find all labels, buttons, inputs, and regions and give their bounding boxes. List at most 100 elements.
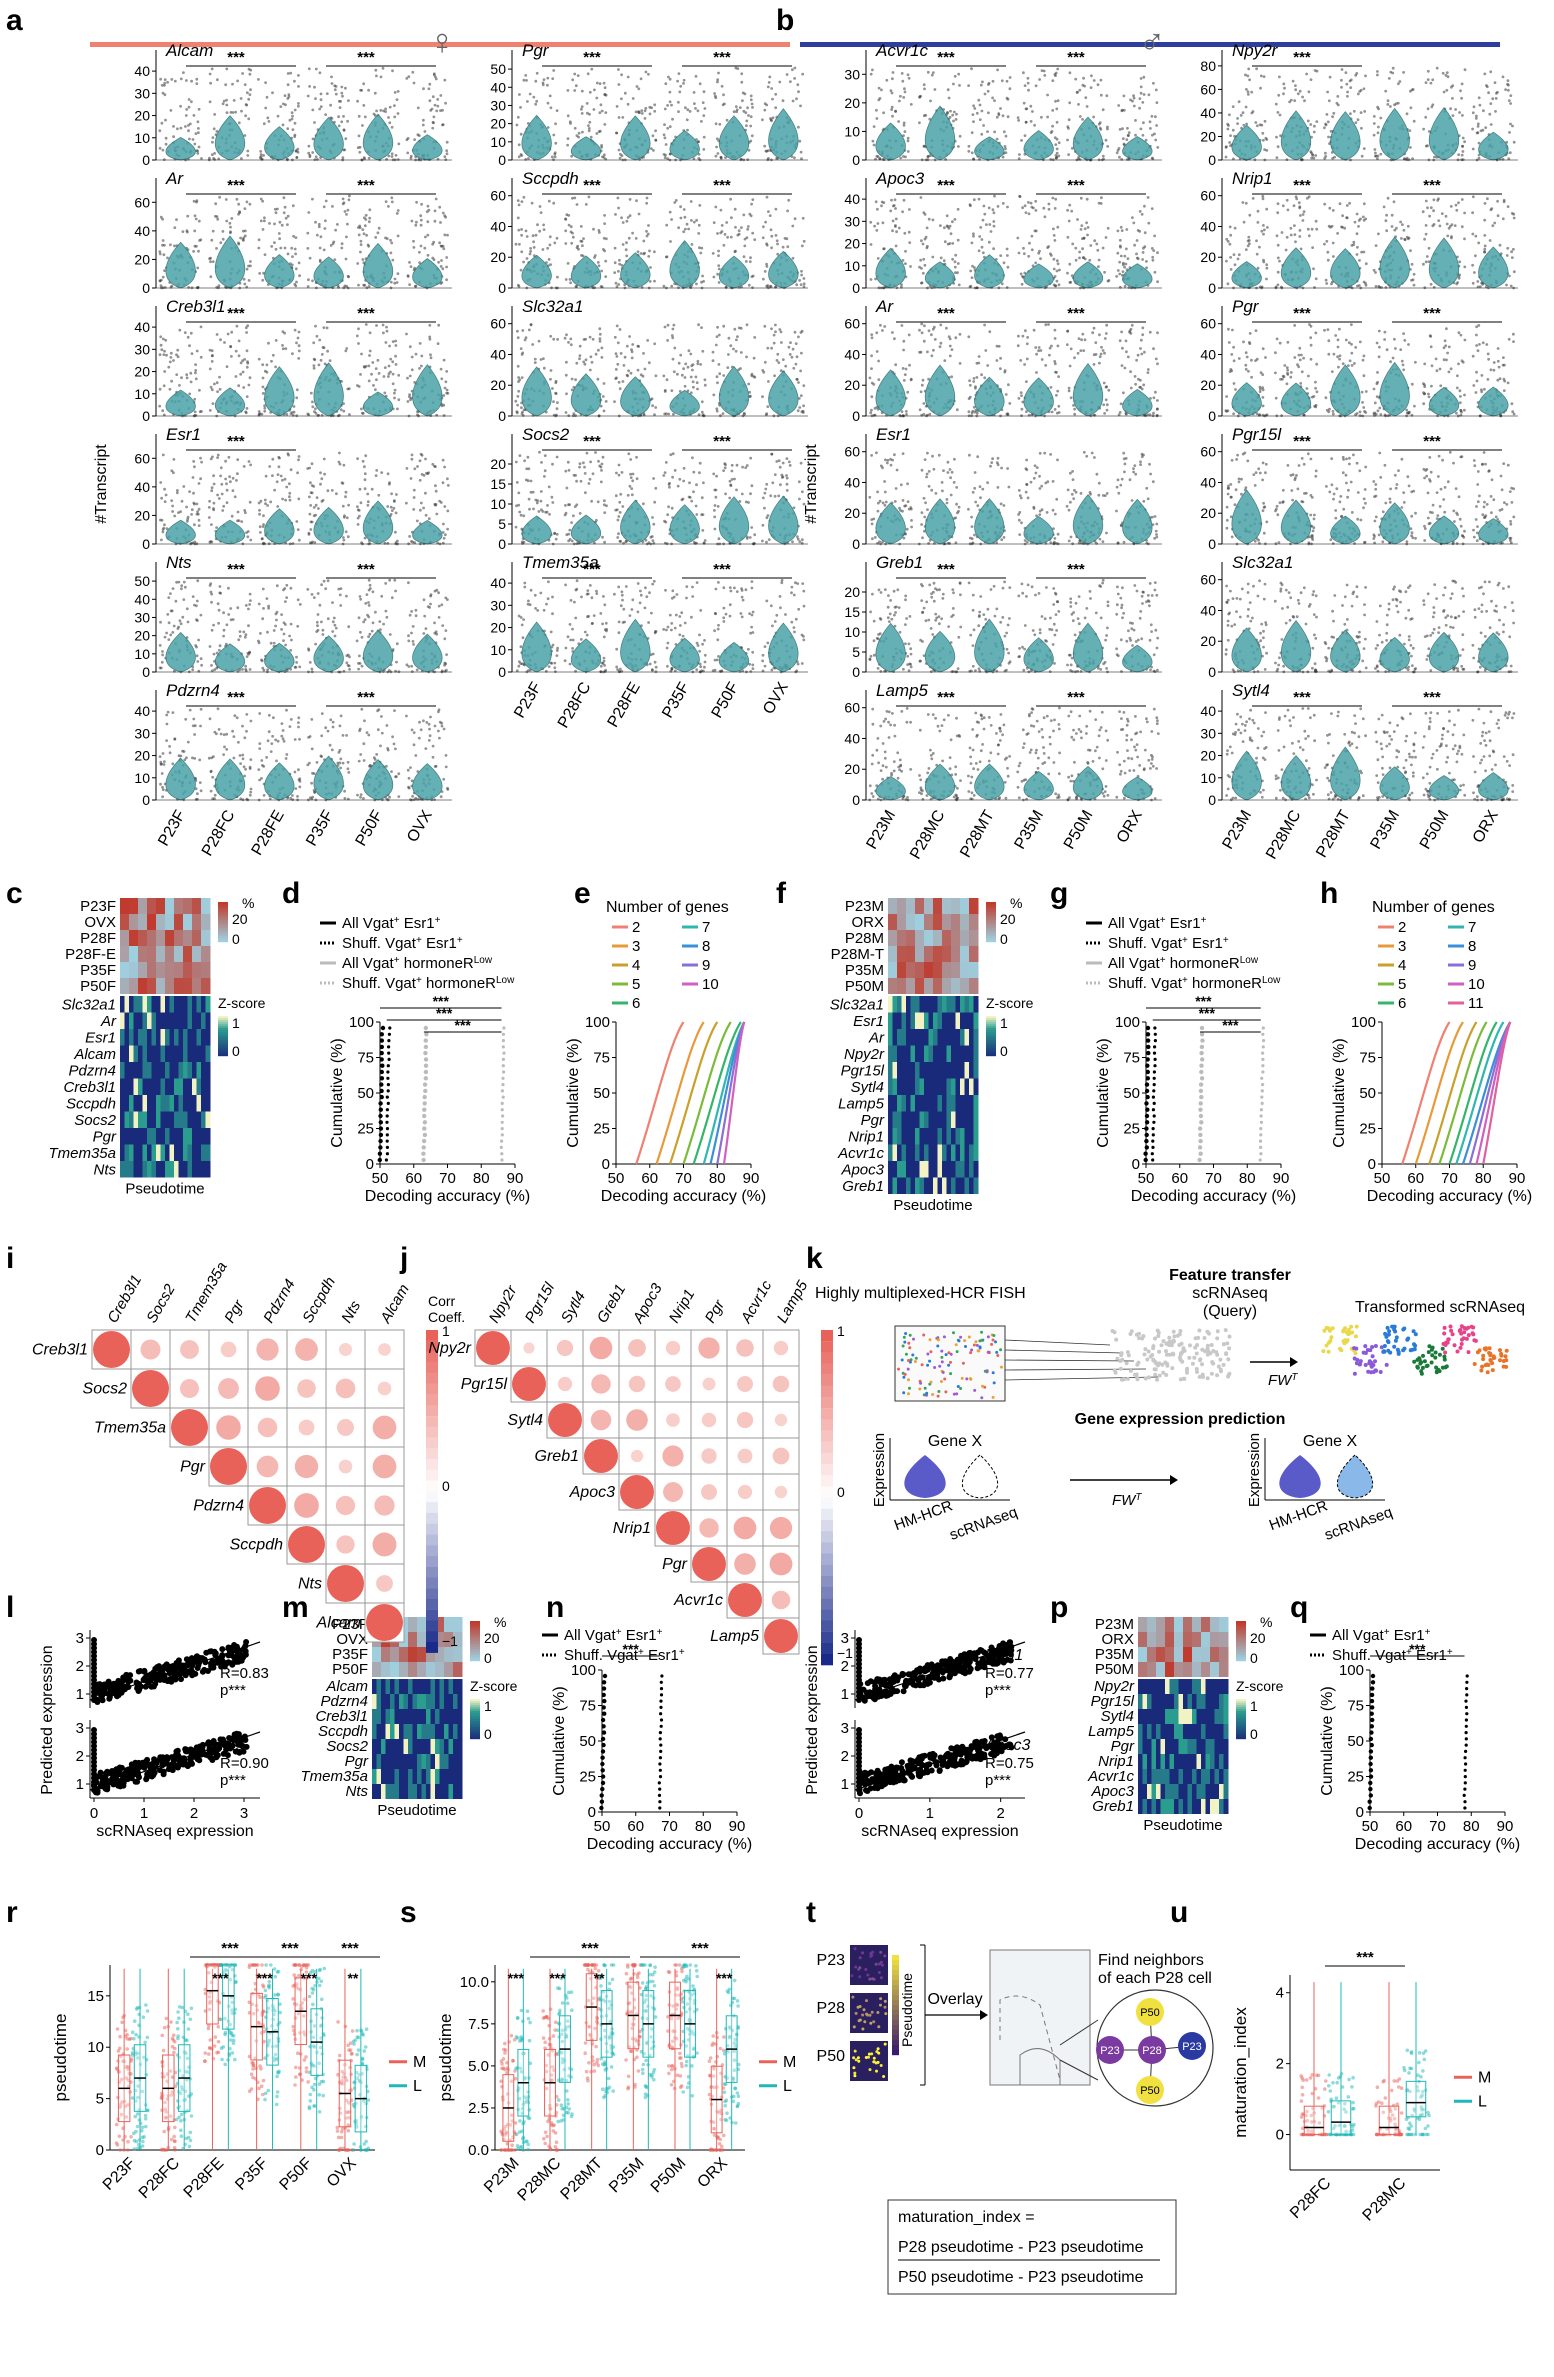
- data-point: [327, 489, 330, 492]
- data-point: [282, 347, 285, 350]
- data-point: [347, 625, 350, 628]
- data-point: [356, 100, 359, 103]
- data-point: [664, 108, 667, 111]
- data-point: [313, 121, 316, 124]
- data-point: [389, 633, 392, 636]
- violin-shape: [166, 758, 196, 800]
- data-point: [669, 211, 672, 214]
- data-point: [605, 237, 608, 240]
- data-point: [596, 82, 599, 85]
- data-point: [311, 462, 314, 465]
- y-tick-label: 40: [490, 346, 506, 362]
- data-point: [433, 632, 436, 635]
- data-point: [237, 213, 240, 216]
- data-point: [647, 224, 650, 227]
- data-point: [369, 633, 372, 636]
- data-point: [229, 222, 232, 225]
- data-point: [405, 715, 408, 718]
- data-point: [617, 519, 620, 522]
- significance-stars: ***: [357, 177, 375, 194]
- data-point: [192, 595, 195, 598]
- data-point: [236, 80, 239, 83]
- data-point: [175, 600, 178, 603]
- data-point: [605, 400, 608, 403]
- data-point: [750, 95, 753, 98]
- data-point: [712, 359, 715, 362]
- data-point: [195, 201, 198, 204]
- data-point: [673, 201, 676, 204]
- data-point: [266, 597, 269, 600]
- data-point: [749, 125, 752, 128]
- data-point: [446, 787, 449, 790]
- data-point: [518, 93, 521, 96]
- data-point: [720, 209, 723, 212]
- data-point: [538, 451, 541, 454]
- data-point: [158, 405, 161, 408]
- data-point: [415, 353, 418, 356]
- data-point: [246, 268, 249, 271]
- data-point: [246, 366, 249, 369]
- data-point: [294, 122, 297, 125]
- data-point: [734, 250, 737, 253]
- data-point: [387, 472, 390, 475]
- panel-letter-c: c: [6, 877, 23, 910]
- data-point: [738, 229, 741, 232]
- data-point: [160, 344, 163, 347]
- data-point: [286, 223, 289, 226]
- data-point: [348, 665, 351, 668]
- data-point: [618, 474, 621, 477]
- data-point: [600, 144, 603, 147]
- data-point: [163, 488, 166, 491]
- data-point: [216, 218, 219, 221]
- data-point: [627, 216, 630, 219]
- data-point: [702, 101, 705, 104]
- data-point: [395, 661, 398, 664]
- data-point: [387, 749, 390, 752]
- data-point: [420, 219, 423, 222]
- data-point: [520, 228, 523, 231]
- data-point: [394, 340, 397, 343]
- data-point: [277, 473, 280, 476]
- data-point: [630, 476, 633, 479]
- data-point: [223, 746, 226, 749]
- data-point: [797, 381, 800, 384]
- data-point: [342, 536, 345, 539]
- data-point: [246, 349, 249, 352]
- data-point: [271, 91, 274, 94]
- data-point: [237, 203, 240, 206]
- data-point: [615, 377, 618, 380]
- data-point: [447, 392, 450, 395]
- data-point: [677, 110, 680, 113]
- data-point: [193, 465, 196, 468]
- data-point: [666, 127, 669, 130]
- data-point: [395, 363, 398, 366]
- data-point: [267, 607, 270, 610]
- data-point: [307, 95, 310, 98]
- data-point: [170, 610, 173, 613]
- data-point: [356, 335, 359, 338]
- data-point: [770, 235, 773, 238]
- data-point: [653, 413, 656, 416]
- data-point: [568, 469, 571, 472]
- data-point: [699, 82, 702, 85]
- data-point: [516, 410, 519, 413]
- data-point: [413, 743, 416, 746]
- data-point: [517, 390, 520, 393]
- data-point: [368, 604, 371, 607]
- data-point: [366, 593, 369, 596]
- data-point: [616, 355, 619, 358]
- data-point: [543, 228, 546, 231]
- data-point: [534, 80, 537, 83]
- data-point: [635, 111, 638, 114]
- data-point: [383, 392, 386, 395]
- data-point: [210, 239, 213, 242]
- data-point: [664, 389, 667, 392]
- gene-name: Ar: [165, 169, 184, 188]
- data-point: [555, 538, 558, 541]
- data-point: [231, 730, 234, 733]
- violin-shape: [571, 137, 601, 160]
- data-point: [516, 124, 519, 127]
- data-point: [261, 200, 264, 203]
- data-point: [517, 504, 520, 507]
- data-point: [297, 726, 300, 729]
